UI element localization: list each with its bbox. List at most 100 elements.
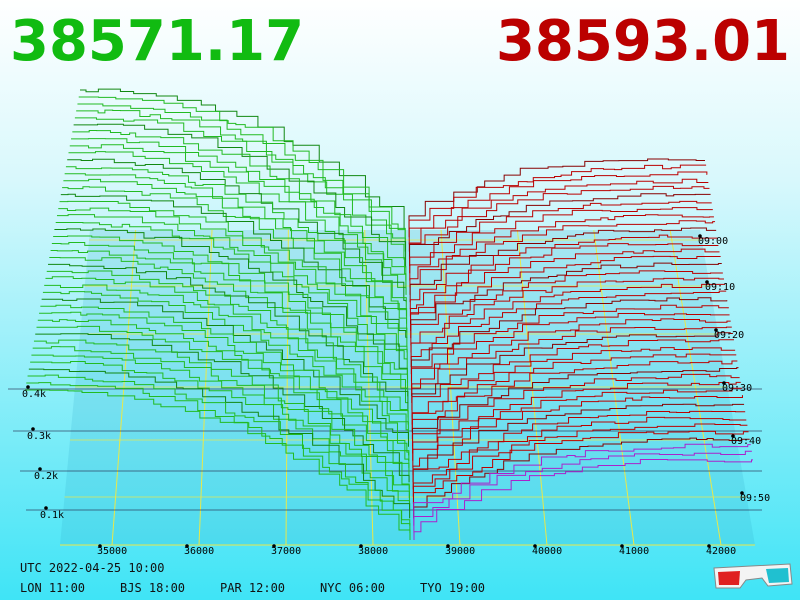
red-lens <box>718 571 740 585</box>
depth-tick <box>31 427 35 431</box>
bid-depth-line <box>60 193 408 339</box>
price-tick-label: 42000 <box>706 546 736 557</box>
time-tick-label: 09:40 <box>731 436 761 447</box>
ask-depth-line <box>408 185 710 259</box>
bid-depth-line <box>26 382 411 533</box>
ask-depth-line <box>413 450 752 533</box>
ask-depth-line <box>408 171 708 245</box>
time-tick-label: 09:50 <box>740 493 770 504</box>
bid-depth-line <box>44 284 409 432</box>
ask-depth-line <box>409 243 719 317</box>
bid-depth-line <box>67 158 407 303</box>
bid-depth-line <box>59 200 408 347</box>
price-tick <box>185 544 189 548</box>
bid-depth-line <box>45 276 409 425</box>
ask-depth-line <box>410 248 720 324</box>
ask-depth-line <box>409 200 712 274</box>
price-tick <box>98 544 102 548</box>
ask-depth-line <box>413 458 753 540</box>
axis-labels: 35000 36000 37000 38000 39000 40000 41000 42000… <box>22 234 770 557</box>
world-clocks: LON 11:00 BJS 18:00 PAR 12:00 NYC 06:00 TYO … <box>20 581 485 595</box>
bid-depth-line <box>35 333 410 483</box>
time-tick-label: 09:30 <box>722 383 752 394</box>
ask-depth-line <box>412 403 745 483</box>
price-tick-label: 37000 <box>271 546 301 557</box>
bid-depth-line <box>69 144 407 290</box>
ask-depth-line <box>410 277 724 353</box>
price-tick-label: 40000 <box>532 546 562 557</box>
time-tick-label: 09:10 <box>705 282 735 293</box>
city-clock: LON 11:00 <box>20 581 85 595</box>
bid-depth-line <box>51 242 409 389</box>
bid-price: 38571.17 <box>10 9 304 74</box>
bid-depth-line <box>40 304 410 456</box>
bid-depth-line <box>53 235 408 383</box>
time-tick <box>731 434 735 438</box>
ask-depth-line <box>411 360 738 440</box>
floor-grid <box>8 229 762 546</box>
bid-depth-line <box>71 138 407 281</box>
bid-depth-line <box>55 222 408 368</box>
ask-depth-line <box>411 367 739 447</box>
price-tick-label: 35000 <box>97 546 127 557</box>
city-clock: NYC 06:00 <box>320 581 385 595</box>
bid-depth-line <box>68 151 407 295</box>
bid-depth-line <box>50 249 409 397</box>
bid-depth-line <box>77 103 406 245</box>
price-tick <box>533 544 537 548</box>
bid-depth-line <box>28 368 411 519</box>
bid-depth-line <box>42 291 409 440</box>
ask-depth-line <box>412 410 746 490</box>
bid-depth-line <box>58 207 408 353</box>
bid-depth-line <box>41 298 409 447</box>
price-tick-label: 41000 <box>619 546 649 557</box>
depth-tick <box>44 506 48 510</box>
ask-depth-line <box>409 207 713 281</box>
cyan-lens <box>766 568 789 583</box>
depth-surface <box>25 88 753 540</box>
ask-depth-line <box>412 423 748 504</box>
price-tick <box>446 544 450 548</box>
bid-depth-line <box>36 325 410 477</box>
bid-depth-line <box>64 173 407 317</box>
bid-depth-line <box>31 354 410 504</box>
bid-depth-line <box>56 214 408 360</box>
ask-depth-line <box>410 304 729 382</box>
bid-depth-line <box>48 263 409 412</box>
time-tick <box>705 280 709 284</box>
ask-depth-line <box>412 381 741 461</box>
time-tick <box>698 234 702 238</box>
price-tick-label: 36000 <box>184 546 214 557</box>
bid-depth-line <box>63 178 408 324</box>
time-tick <box>722 381 726 385</box>
bid-depth-line <box>65 166 407 311</box>
ask-depth-line <box>413 437 750 519</box>
ask-depth-line <box>413 430 749 512</box>
time-tick-label: 09:00 <box>698 236 728 247</box>
ask-depth-line <box>412 373 740 454</box>
ask-depth-line <box>409 220 716 295</box>
ask-depth-line <box>411 312 730 389</box>
bid-depth-line <box>76 109 406 252</box>
depth-tick <box>38 467 42 471</box>
ask-depth-line <box>410 297 728 375</box>
ask-depth-line <box>410 290 727 367</box>
ask-depth-line <box>410 283 726 360</box>
city-clock: TYO 19:00 <box>420 581 485 595</box>
time-tick-label: 09:20 <box>714 330 744 341</box>
bid-depth-line <box>54 228 408 376</box>
ask-price: 38593.01 <box>496 9 790 74</box>
bid-depth-line <box>39 311 410 462</box>
ask-depth-line <box>409 234 718 310</box>
depth-tick-label: 0.2k <box>34 471 58 482</box>
ask-depth-line <box>408 164 707 238</box>
ask-depth-line <box>410 270 723 346</box>
3d-glasses-button[interactable] <box>713 563 793 589</box>
ask-depth-line <box>409 227 717 303</box>
ask-depth-line <box>413 443 751 526</box>
bid-depth-line <box>46 270 409 418</box>
price-tick <box>359 544 363 548</box>
bid-depth-line <box>33 339 410 490</box>
ask-depth-line <box>411 339 735 418</box>
